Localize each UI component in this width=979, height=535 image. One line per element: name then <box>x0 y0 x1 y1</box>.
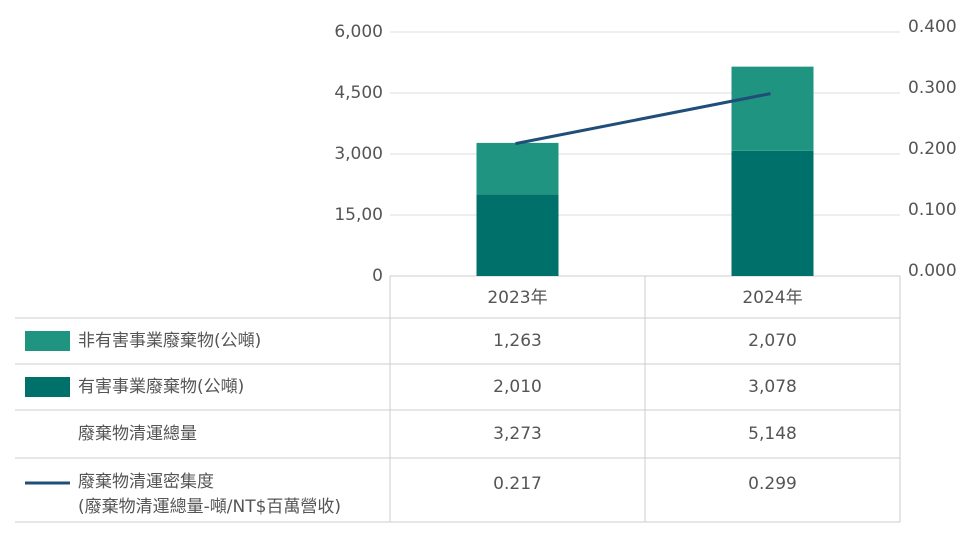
y2-tick-label: 0.400 <box>908 17 957 37</box>
legend-swatch <box>25 377 70 397</box>
y2-tick-label: 0.000 <box>908 261 957 281</box>
x-tick-label: 2024年 <box>742 288 802 308</box>
table-cell: 0.217 <box>493 474 542 494</box>
line-series <box>515 92 771 146</box>
legend-label: 廢棄物清運密集度 <box>78 472 214 492</box>
y-tick-label: 3,000 <box>334 144 383 164</box>
y2-tick-label: 0.100 <box>908 200 957 220</box>
y-tick-label: 15,00 <box>334 205 383 225</box>
table-cell: 3,273 <box>493 424 542 444</box>
bar-segment <box>731 66 814 151</box>
legend-label: 有害事業廢棄物(公噸) <box>78 377 244 397</box>
table-cell: 0.299 <box>748 474 797 494</box>
x-tick-label: 2023年 <box>487 288 547 308</box>
legend-swatch <box>25 331 70 351</box>
table-cell: 2,070 <box>748 331 797 351</box>
y2-tick-label: 0.200 <box>908 139 957 159</box>
bar-segment <box>476 194 559 276</box>
y2-tick-label: 0.300 <box>908 78 957 98</box>
bar-segment <box>731 150 814 276</box>
table-cell: 3,078 <box>748 377 797 397</box>
y-tick-label: 0 <box>372 266 383 286</box>
table-cell: 2,010 <box>493 377 542 397</box>
y-tick-label: 6,000 <box>334 22 383 42</box>
legend-label: 非有害事業廢棄物(公噸) <box>78 331 261 351</box>
table-cell: 1,263 <box>493 331 542 351</box>
bar-segment <box>476 142 559 195</box>
table-cell: 5,148 <box>748 424 797 444</box>
y-tick-label: 4,500 <box>334 83 383 103</box>
legend-label: (廢棄物清運總量-噸/NT$百萬營收) <box>78 497 341 517</box>
row-label: 廢棄物清運總量 <box>78 424 197 444</box>
